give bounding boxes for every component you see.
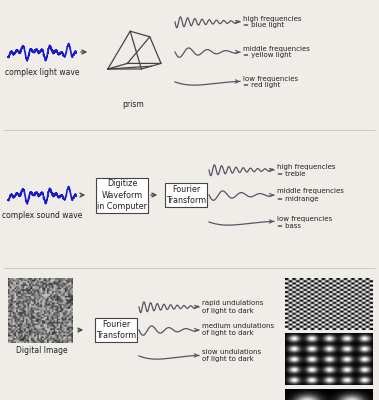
FancyBboxPatch shape xyxy=(165,183,207,207)
FancyBboxPatch shape xyxy=(96,178,148,212)
Text: Fourier
Transform: Fourier Transform xyxy=(96,320,136,340)
Text: complex sound wave: complex sound wave xyxy=(2,211,82,220)
Text: rapid undulations
of light to dark: rapid undulations of light to dark xyxy=(202,300,263,314)
Text: complex light wave: complex light wave xyxy=(5,68,79,77)
Text: slow undulations
of light to dark: slow undulations of light to dark xyxy=(202,350,261,362)
Text: high frequencies
= treble: high frequencies = treble xyxy=(277,164,335,176)
Text: high frequencies
= blue light: high frequencies = blue light xyxy=(243,16,302,28)
FancyBboxPatch shape xyxy=(95,318,137,342)
Text: Digitize
Waveform
in Computer: Digitize Waveform in Computer xyxy=(97,179,147,210)
Text: low frequencies
= red light: low frequencies = red light xyxy=(243,76,298,88)
Text: Digital Image: Digital Image xyxy=(16,346,68,355)
Text: low frequencies
= bass: low frequencies = bass xyxy=(277,216,332,228)
Text: middle frequencies
= yellow light: middle frequencies = yellow light xyxy=(243,46,310,58)
Text: middle frequencies
= midrange: middle frequencies = midrange xyxy=(277,188,344,202)
Text: prism: prism xyxy=(122,100,144,109)
Text: medium undulations
of light to dark: medium undulations of light to dark xyxy=(202,324,274,336)
Text: Fourier
Transform: Fourier Transform xyxy=(166,185,206,205)
